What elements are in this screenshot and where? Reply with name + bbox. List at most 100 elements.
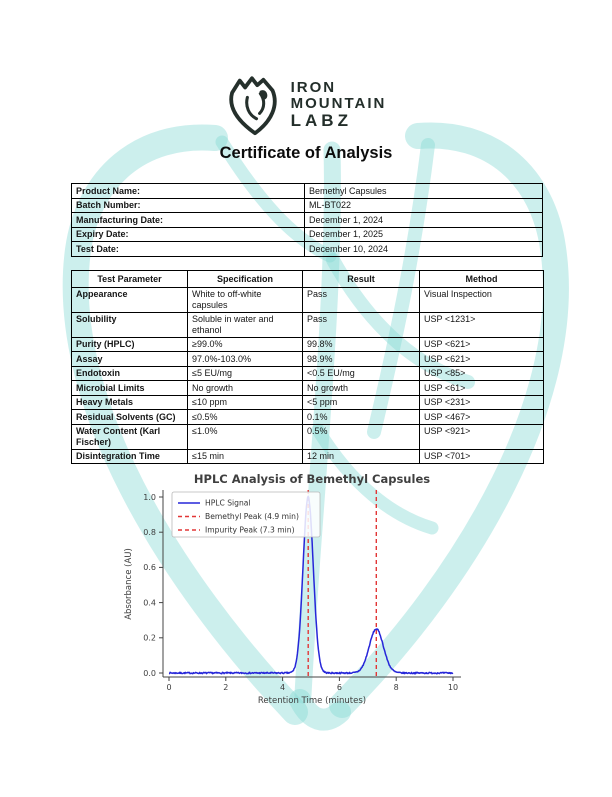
brand-line-iron: IRON — [290, 79, 337, 96]
spec-cell: ≤0.5% — [187, 409, 303, 425]
result-cell: 0.1% — [302, 409, 420, 425]
info-label: Expiry Date: — [71, 226, 305, 242]
spec-cell: Soluble in water and ethanol — [187, 311, 303, 338]
method-cell: USP <621> — [419, 351, 544, 367]
svg-text:Absorbance (AU): Absorbance (AU) — [124, 548, 134, 620]
results-body: Appearance White to off-white capsules Pas… — [71, 286, 544, 464]
results-header-cell: Test Parameter — [71, 270, 188, 288]
info-row: Expiry Date: December 1, 2025 — [71, 226, 543, 242]
param-cell: Appearance — [71, 286, 188, 313]
results-header-cell: Specification — [187, 270, 303, 288]
info-value: December 1, 2024 — [304, 212, 543, 228]
results-row: Disintegration Time ≤15 min 12 min USP <701… — [71, 448, 544, 464]
svg-text:0.2: 0.2 — [143, 634, 156, 643]
spec-cell: ≤1.0% — [187, 423, 303, 450]
result-cell: 98.9% — [302, 351, 420, 367]
chart-legend: HPLC Signal Bemethyl Peak (4.9 min) Impuri… — [171, 491, 321, 538]
svg-text:Bemethyl Peak (4.9 min): Bemethyl Peak (4.9 min) — [205, 512, 299, 521]
info-label: Batch Number: — [71, 197, 305, 213]
info-row: Test Date: December 10, 2024 — [71, 241, 543, 257]
method-cell: USP <231> — [419, 394, 544, 410]
method-cell: USP <61> — [419, 380, 544, 396]
method-cell: USP <701> — [419, 448, 544, 464]
result-cell: 0.5% — [302, 423, 420, 450]
svg-text:6: 6 — [337, 683, 342, 692]
result-cell: Pass — [302, 311, 420, 338]
result-cell: 99.8% — [302, 336, 420, 352]
spec-cell: ≤15 min — [187, 448, 303, 464]
svg-text:10: 10 — [448, 683, 458, 692]
method-cell: USP <621> — [419, 336, 544, 352]
svg-text:1.0: 1.0 — [143, 493, 156, 502]
test-results-table: Test Parameter Specification Result Method … — [71, 270, 544, 464]
svg-text:0.0: 0.0 — [143, 669, 156, 678]
svg-text:0.8: 0.8 — [143, 528, 156, 537]
spec-cell: 97.0%-103.0% — [187, 351, 303, 367]
results-header-cell: Result — [302, 270, 420, 288]
info-label: Manufacturing Date: — [71, 212, 305, 228]
results-row: Microbial Limits No growth No growth USP <6… — [71, 380, 544, 396]
result-cell: <5 ppm — [302, 394, 420, 410]
info-row: Product Name: Bemethyl Capsules — [71, 183, 543, 199]
svg-text:0: 0 — [166, 683, 171, 692]
mountain-deer-shield-icon — [228, 76, 277, 136]
info-value: December 10, 2024 — [304, 241, 543, 257]
param-cell: Microbial Limits — [71, 380, 188, 396]
page-title: Certificate of Analysis — [219, 144, 393, 162]
result-cell: No growth — [302, 380, 420, 396]
method-cell: USP <85> — [419, 365, 544, 381]
method-cell: Visual Inspection — [419, 286, 544, 313]
product-info-table: Product Name: Bemethyl Capsules Batch Numb… — [71, 183, 543, 257]
spec-cell: ≥99.0% — [187, 336, 303, 352]
info-label: Test Date: — [71, 241, 305, 257]
results-row: Assay 97.0%-103.0% 98.9% USP <621> — [71, 351, 544, 367]
spec-cell: ≤10 ppm — [187, 394, 303, 410]
spec-cell: No growth — [187, 380, 303, 396]
spec-cell: White to off-white capsules — [187, 286, 303, 313]
info-row: Manufacturing Date: December 1, 2024 — [71, 212, 543, 228]
info-row: Batch Number: ML-BT022 — [71, 197, 543, 213]
method-cell: USP <467> — [419, 409, 544, 425]
info-label: Product Name: — [71, 183, 305, 199]
spec-cell: ≤5 EU/mg — [187, 365, 303, 381]
brand-line-labz: LABZ — [290, 111, 352, 130]
info-value: Bemethyl Capsules — [304, 183, 543, 199]
svg-text:4: 4 — [280, 683, 285, 692]
param-cell: Residual Solvents (GC) — [71, 409, 188, 425]
result-cell: Pass — [302, 286, 420, 313]
brand-name: IRON MOUNTAIN LABZ — [291, 80, 387, 130]
svg-text:2: 2 — [223, 683, 228, 692]
param-cell: Endotoxin — [71, 365, 188, 381]
svg-text:0.6: 0.6 — [143, 563, 156, 572]
info-value: December 1, 2025 — [304, 226, 543, 242]
results-row: Solubility Soluble in water and ethanol Pa… — [71, 311, 544, 338]
svg-text:Retention Time (minutes): Retention Time (minutes) — [258, 696, 366, 706]
result-cell: 12 min — [302, 448, 420, 464]
svg-text:0.4: 0.4 — [143, 598, 156, 607]
param-cell: Solubility — [71, 311, 188, 338]
result-cell: <0.5 EU/mg — [302, 365, 420, 381]
results-header-cell: Method — [419, 270, 544, 288]
method-cell: USP <1231> — [419, 311, 544, 338]
results-row: Endotoxin ≤5 EU/mg <0.5 EU/mg USP <85> — [71, 365, 544, 381]
hplc-chart: HPLC Analysis of Bemethyl Capsules Retent… — [124, 472, 461, 706]
svg-text:Impurity Peak (7.3 min): Impurity Peak (7.3 min) — [205, 526, 295, 535]
hplc-chart-area: HPLC Analysis of Bemethyl Capsules Retent… — [112, 462, 510, 722]
results-header-row: Test Parameter Specification Result Method — [71, 270, 544, 288]
results-row: Residual Solvents (GC) ≤0.5% 0.1% USP <467> — [71, 409, 544, 425]
product-info-body: Product Name: Bemethyl Capsules Batch Numb… — [71, 183, 543, 257]
method-cell: USP <921> — [419, 423, 544, 450]
brand-line-mountain: MOUNTAIN — [290, 95, 387, 112]
svg-text:HPLC Signal: HPLC Signal — [205, 499, 251, 508]
brand-logo: IRON MOUNTAIN LABZ — [0, 68, 612, 142]
results-row: Water Content (Karl Fischer) ≤1.0% 0.5% USP… — [71, 423, 544, 450]
param-cell: Purity (HPLC) — [71, 336, 188, 352]
param-cell: Water Content (Karl Fischer) — [71, 423, 188, 450]
param-cell: Assay — [71, 351, 188, 367]
results-row: Purity (HPLC) ≥99.0% 99.8% USP <621> — [71, 336, 544, 352]
svg-text:8: 8 — [394, 683, 399, 692]
results-row: Appearance White to off-white capsules Pas… — [71, 286, 544, 313]
svg-text:HPLC Analysis of Bemethyl Caps: HPLC Analysis of Bemethyl Capsules — [194, 472, 430, 486]
results-row: Heavy Metals ≤10 ppm <5 ppm USP <231> — [71, 394, 544, 410]
param-cell: Heavy Metals — [71, 394, 188, 410]
